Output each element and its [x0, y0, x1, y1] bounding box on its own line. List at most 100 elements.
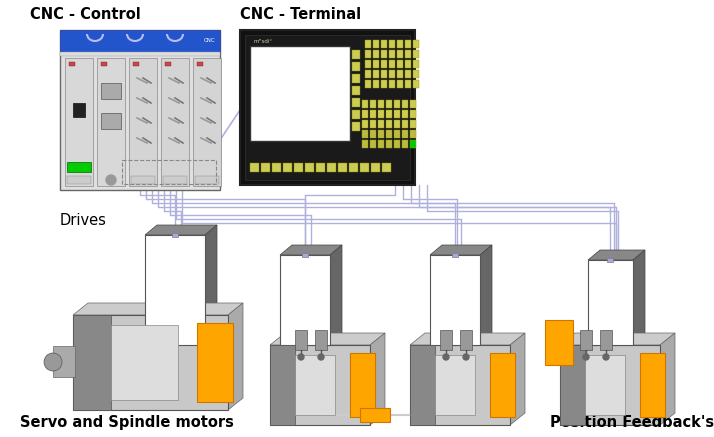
Bar — [410, 120, 416, 128]
Bar — [145, 235, 205, 345]
Bar — [302, 253, 308, 257]
Bar — [560, 345, 585, 425]
Bar — [280, 255, 330, 345]
Polygon shape — [660, 333, 675, 425]
Bar — [338, 163, 347, 172]
Bar — [405, 50, 411, 58]
Bar — [373, 70, 379, 78]
Polygon shape — [588, 250, 645, 260]
Polygon shape — [430, 245, 492, 255]
Bar — [101, 113, 121, 129]
Bar — [386, 130, 392, 138]
Bar — [362, 140, 368, 148]
Bar — [73, 315, 228, 410]
Bar — [386, 100, 392, 108]
Bar — [295, 355, 335, 415]
Bar — [370, 110, 376, 118]
Polygon shape — [228, 303, 243, 410]
Bar — [386, 140, 392, 148]
Bar — [131, 176, 155, 184]
Bar — [53, 346, 75, 377]
Bar — [394, 110, 400, 118]
Bar — [394, 130, 400, 138]
Bar — [460, 330, 472, 350]
Bar — [373, 80, 379, 88]
Bar — [410, 110, 416, 118]
Text: Servo and Spindle motors: Servo and Spindle motors — [20, 415, 234, 430]
Polygon shape — [410, 333, 525, 345]
Bar — [381, 80, 387, 88]
Bar — [73, 103, 85, 117]
Bar — [394, 140, 400, 148]
Bar — [413, 50, 419, 58]
Bar — [397, 70, 403, 78]
Polygon shape — [330, 245, 342, 345]
Bar — [60, 30, 220, 190]
Bar — [365, 60, 371, 68]
Bar — [133, 62, 139, 66]
Bar — [197, 323, 233, 402]
Bar — [161, 58, 189, 186]
Bar — [440, 330, 452, 350]
Bar — [413, 80, 419, 88]
Bar — [370, 100, 376, 108]
Bar — [250, 46, 350, 141]
Bar — [378, 100, 384, 108]
Bar — [430, 255, 480, 345]
Bar — [365, 70, 371, 78]
Bar — [365, 50, 371, 58]
Bar — [580, 330, 592, 350]
Bar — [197, 62, 203, 66]
Bar — [397, 80, 403, 88]
Polygon shape — [145, 225, 217, 235]
Bar — [250, 163, 259, 172]
Polygon shape — [480, 245, 492, 345]
Bar — [69, 62, 75, 66]
Bar — [382, 163, 391, 172]
Text: m''sdi°: m''sdi° — [253, 39, 272, 44]
Bar — [394, 120, 400, 128]
Bar — [270, 345, 370, 425]
Bar — [389, 80, 395, 88]
Bar — [360, 163, 369, 172]
Bar — [435, 355, 475, 415]
Bar — [360, 408, 390, 422]
Bar — [490, 353, 515, 417]
Bar — [389, 60, 395, 68]
Bar — [410, 345, 510, 425]
Polygon shape — [205, 225, 217, 345]
Circle shape — [298, 354, 304, 360]
Bar — [373, 60, 379, 68]
Bar — [101, 83, 121, 99]
Bar — [402, 140, 408, 148]
Text: CNC - Terminal: CNC - Terminal — [240, 7, 361, 22]
Bar — [381, 40, 387, 48]
Bar — [327, 163, 336, 172]
Bar — [352, 110, 360, 119]
Bar — [350, 353, 375, 417]
Text: CNC: CNC — [203, 38, 215, 44]
Bar — [600, 330, 612, 350]
Text: Drives: Drives — [60, 213, 107, 228]
Bar — [588, 260, 633, 345]
Bar — [370, 140, 376, 148]
Bar — [373, 40, 379, 48]
Bar — [410, 100, 416, 108]
Bar — [389, 50, 395, 58]
Bar — [402, 120, 408, 128]
Bar — [378, 120, 384, 128]
Bar — [410, 140, 416, 148]
Bar — [381, 60, 387, 68]
Bar — [386, 120, 392, 128]
Bar — [362, 110, 368, 118]
Bar — [381, 50, 387, 58]
Bar — [362, 120, 368, 128]
Bar — [378, 130, 384, 138]
Bar — [410, 345, 435, 425]
Bar — [352, 122, 360, 131]
Bar — [163, 176, 187, 184]
Circle shape — [463, 354, 469, 360]
Bar — [405, 60, 411, 68]
Bar — [413, 70, 419, 78]
Polygon shape — [280, 245, 342, 255]
